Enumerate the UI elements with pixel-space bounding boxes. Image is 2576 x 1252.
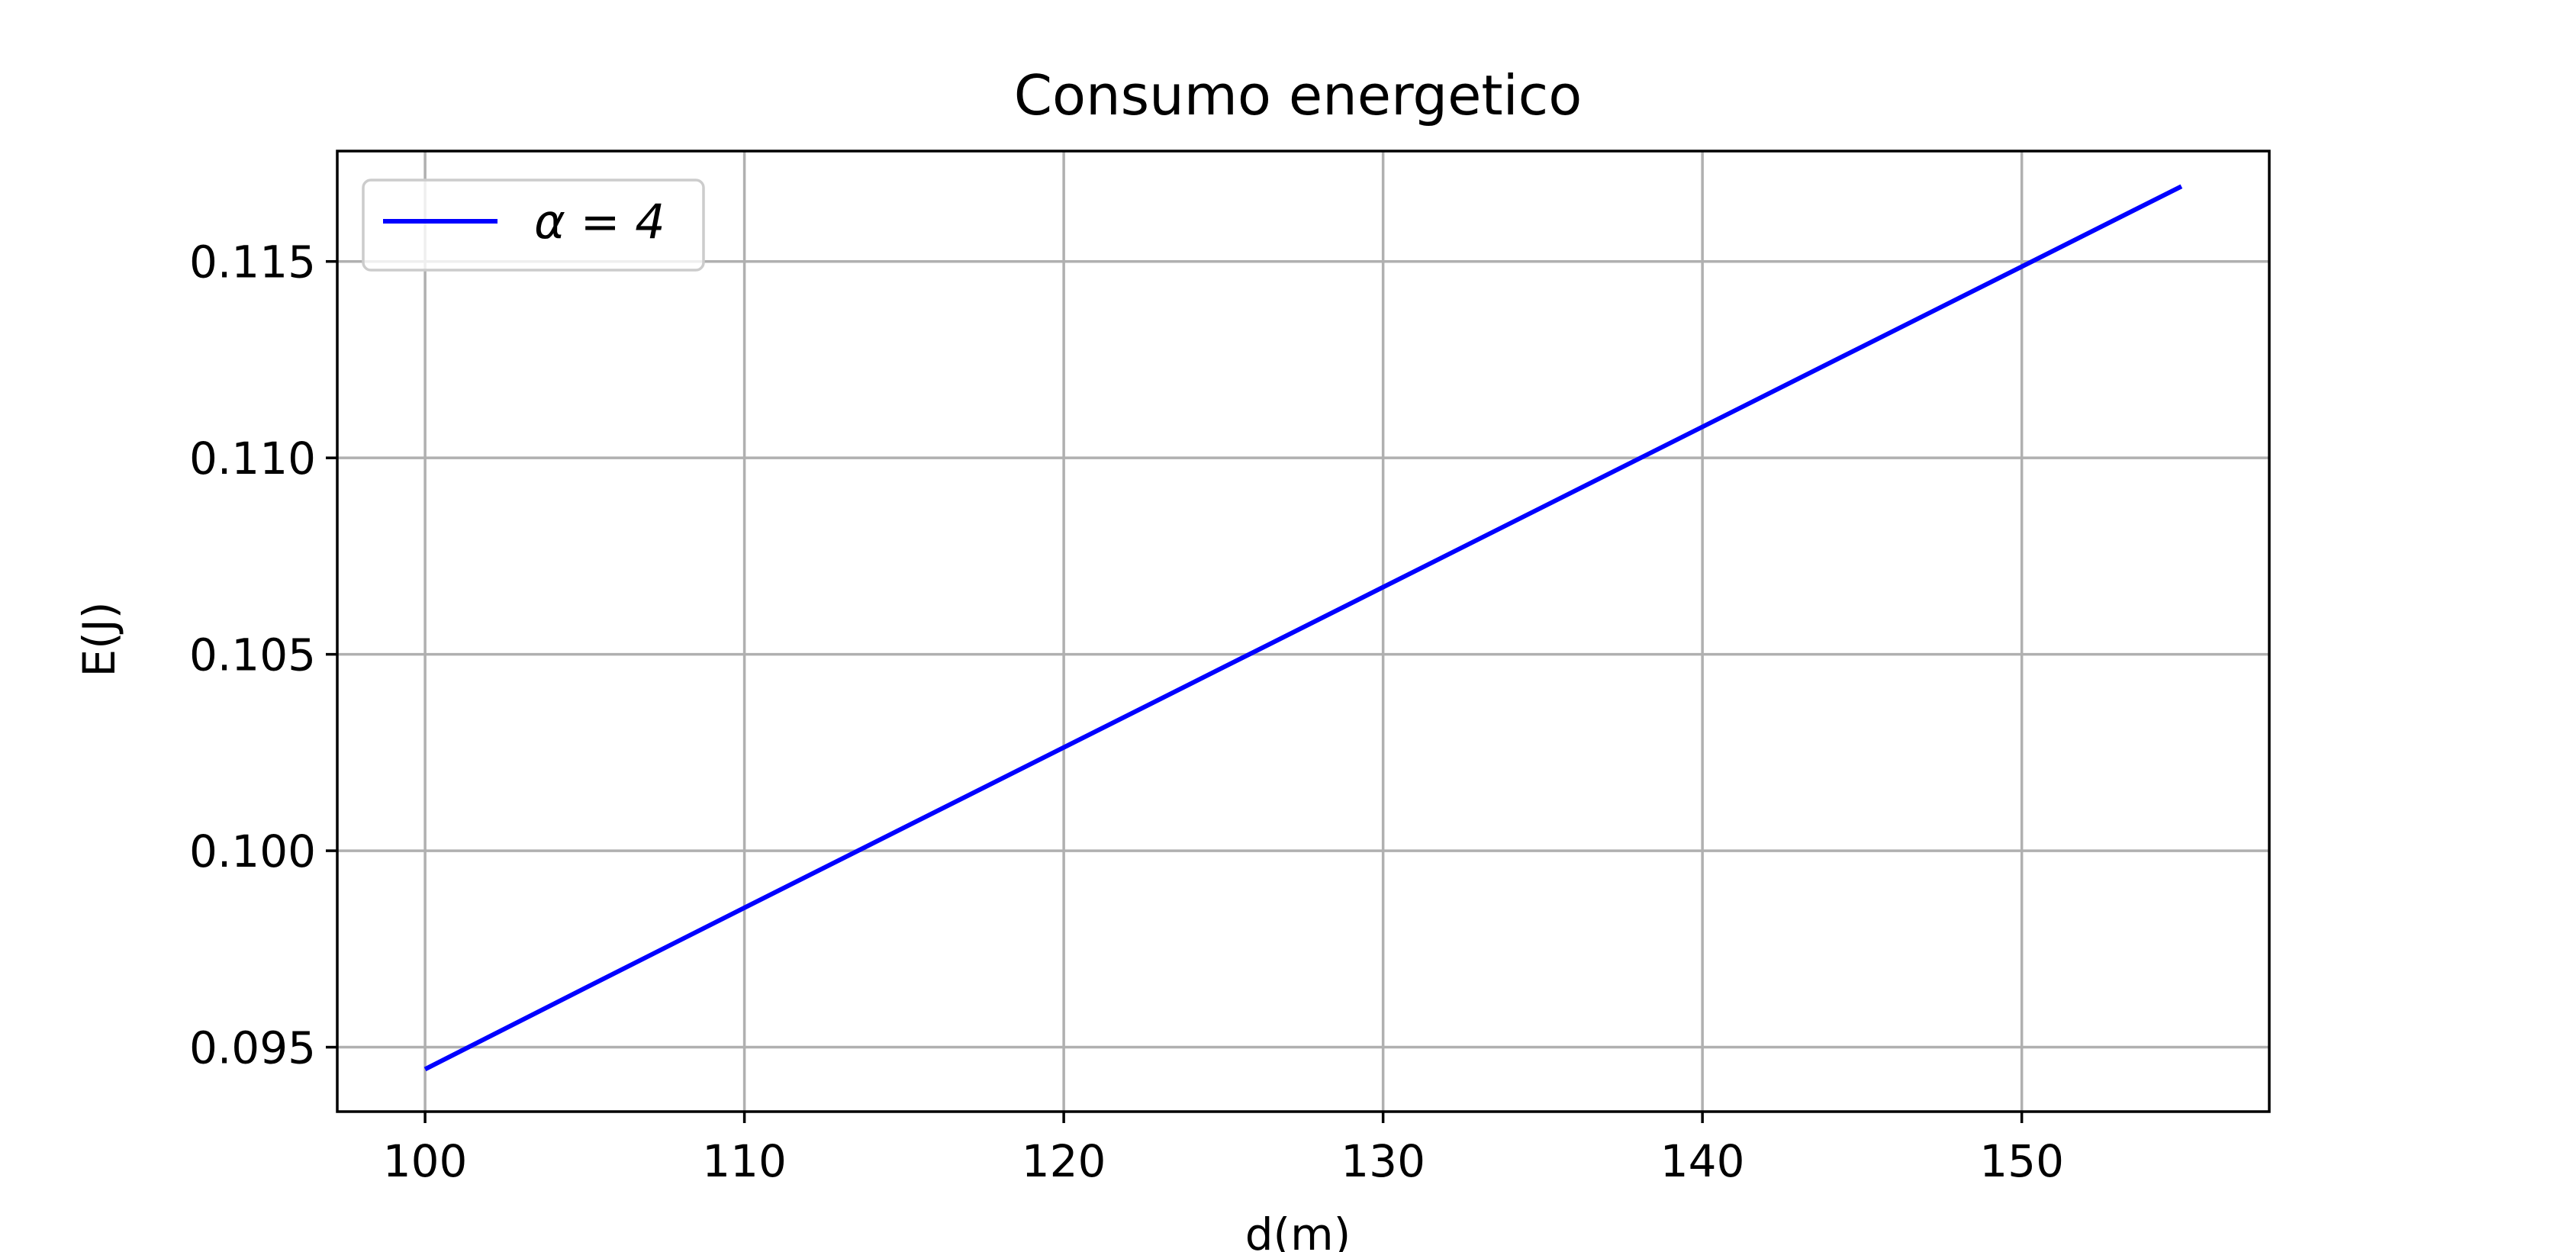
x-tick-label: 110	[702, 1135, 787, 1187]
plot-frame	[336, 150, 2271, 1113]
x-tick-label: 150	[1979, 1135, 2064, 1187]
chart-title: Consumo energetico	[1014, 63, 1583, 127]
legend-box	[362, 179, 705, 272]
axis-ticks: 100 110 120 130 140 150 0.095 0.100 0.105 0.110 0.…	[189, 237, 2064, 1187]
y-tick-label: 0.105	[189, 629, 316, 681]
x-tick-label: 130	[1341, 1135, 1425, 1187]
series-line-0	[423, 184, 2183, 1072]
x-tick-label: 100	[383, 1135, 468, 1187]
x-tick-label: 140	[1660, 1135, 1745, 1187]
x-axis-label: d(m)	[1245, 1209, 1351, 1252]
y-tick-label: 0.095	[189, 1022, 316, 1074]
series-layer	[423, 184, 2183, 1072]
legend: α = 4	[362, 179, 705, 272]
legend-label: α = 4	[534, 194, 665, 249]
x-tick-label: 120	[1022, 1135, 1106, 1187]
y-tick-label: 0.115	[189, 237, 316, 288]
y-axis-label: E(J)	[73, 601, 125, 677]
grid-lines	[337, 151, 2269, 1112]
y-tick-label: 0.100	[189, 826, 316, 877]
y-tick-label: 0.110	[189, 433, 316, 484]
